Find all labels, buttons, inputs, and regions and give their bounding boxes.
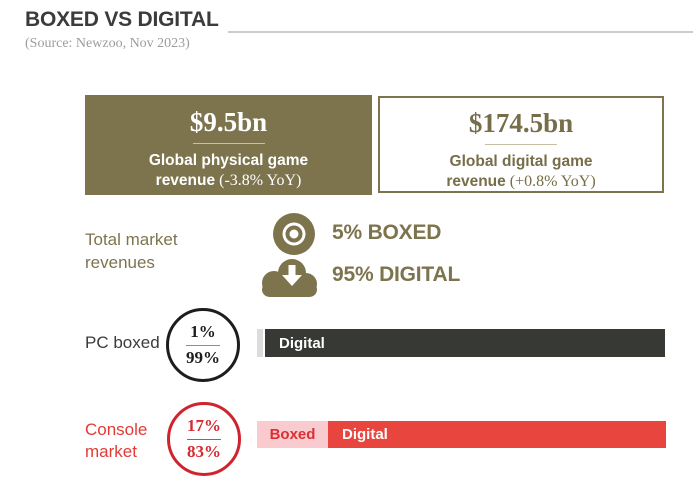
- physical-revenue-label: Global physical game revenue (-3.8% YoY): [85, 151, 372, 192]
- console-boxed-percent: 17%: [187, 415, 221, 435]
- title-divider-line: [228, 31, 693, 33]
- console-digital-segment: Digital: [328, 421, 666, 448]
- pc-boxed-segment: [257, 329, 263, 357]
- console-digital-percent: 83%: [187, 441, 221, 461]
- source-caption: (Source: Newzoo, Nov 2023): [25, 36, 190, 51]
- console-boxed-segment: Boxed: [257, 421, 328, 448]
- cloud-download-icon: [262, 259, 317, 297]
- pc-digital-percent: 99%: [186, 347, 220, 367]
- total-market-label: Total market revenues: [85, 230, 178, 272]
- pc-digital-segment: Digital: [265, 329, 665, 357]
- disc-icon: [273, 213, 315, 255]
- physical-label-word: revenue: [155, 172, 216, 190]
- digital-label-word: revenue: [446, 173, 506, 191]
- physical-revenue-value: $9.5bn: [189, 107, 268, 137]
- digital-revenue-value: $174.5bn: [468, 108, 574, 138]
- digital-revenue-card: $174.5bn Global digital game revenue (+0.…: [378, 96, 664, 193]
- ratio-divider: [186, 344, 220, 346]
- console-market-label: Console market: [85, 420, 148, 462]
- card-divider: [485, 144, 557, 146]
- digital-share-text: 95% DIGITAL: [332, 263, 461, 286]
- physical-label-line1: Global physical game: [148, 152, 309, 170]
- digital-yoy: (+0.8% YoY): [509, 173, 596, 191]
- pc-market-bar: Digital: [257, 329, 665, 357]
- console-ratio-badge: 17% 83%: [167, 402, 241, 476]
- page-title: BOXED VS DIGITAL: [25, 8, 219, 31]
- pc-boxed-label: PC boxed: [85, 333, 160, 352]
- console-market-bar: Boxed Digital: [257, 421, 666, 448]
- pc-ratio-badge: 1% 99%: [166, 308, 240, 382]
- ratio-divider: [187, 438, 221, 440]
- card-divider: [192, 143, 265, 145]
- boxed-share-text: 5% BOXED: [332, 221, 442, 244]
- digital-revenue-label: Global digital game revenue (+0.8% YoY): [380, 152, 662, 193]
- physical-revenue-card: $9.5bn Global physical game revenue (-3.8…: [85, 95, 372, 195]
- digital-label-line1: Global digital game: [449, 153, 593, 171]
- pc-boxed-percent: 1%: [190, 321, 216, 341]
- physical-yoy: (-3.8% YoY): [219, 172, 302, 190]
